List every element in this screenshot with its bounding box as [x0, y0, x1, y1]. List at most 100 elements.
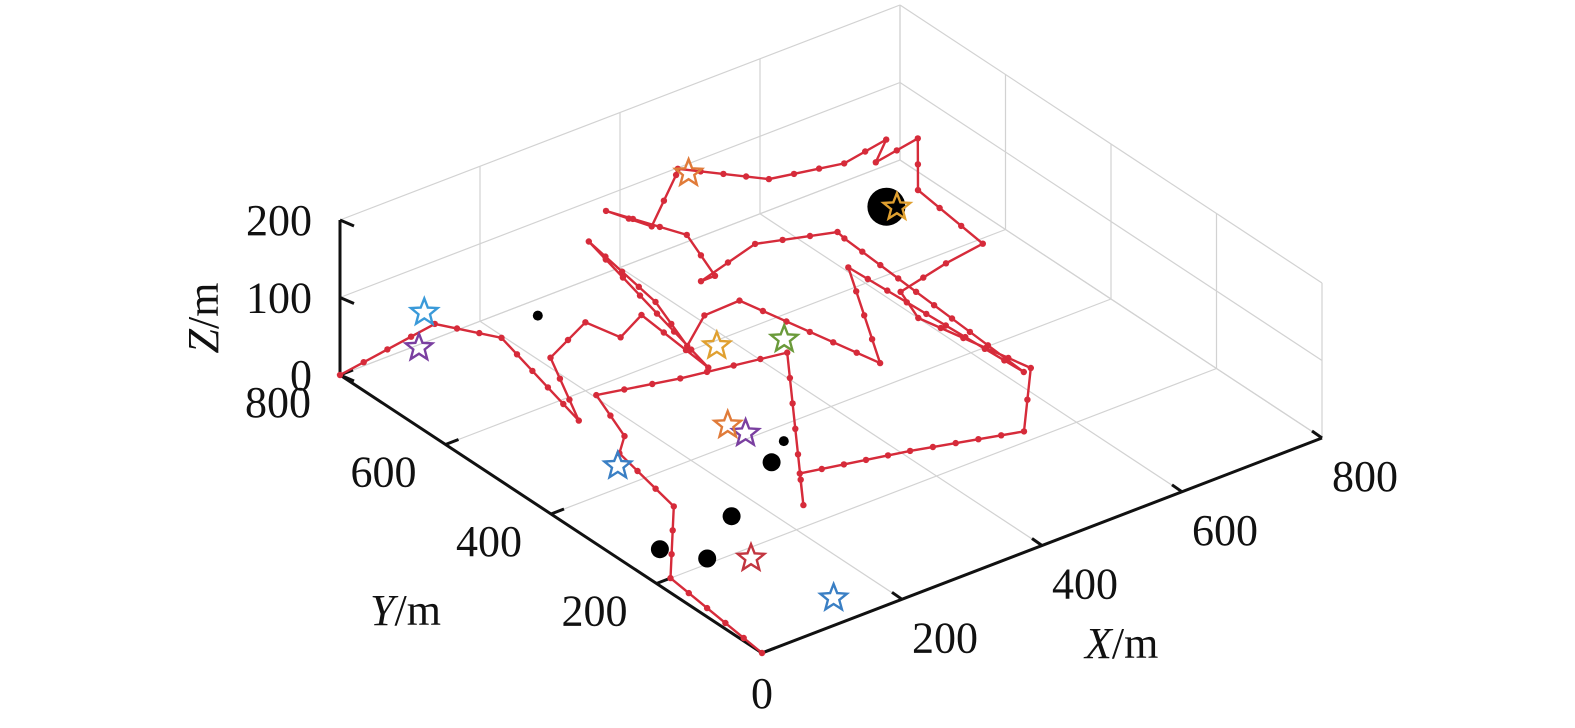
waypoint	[711, 272, 719, 279]
waypoint	[914, 135, 921, 142]
waypoint	[998, 432, 1005, 439]
y-tick-label: 800	[245, 378, 311, 427]
waypoint	[668, 320, 675, 328]
y-tick-label: 600	[351, 448, 417, 497]
waypoint	[697, 252, 705, 259]
waypoint	[649, 380, 656, 388]
waypoint	[759, 307, 767, 315]
waypoint	[476, 329, 483, 337]
y-axis-title: Y/m	[370, 586, 441, 635]
waypoint	[618, 268, 626, 275]
waypoint	[407, 333, 415, 340]
targets	[402, 155, 914, 612]
target-8	[672, 155, 706, 188]
z-tick-mark	[339, 296, 355, 305]
axes	[338, 218, 1323, 655]
waypoint	[800, 501, 807, 509]
y-tick-label: 200	[562, 587, 628, 636]
waypoint	[834, 228, 841, 236]
waypoint	[619, 274, 627, 281]
side-wall-grid-line	[899, 159, 1323, 439]
waypoint	[758, 649, 766, 657]
waypoint	[815, 165, 823, 172]
waypoint	[783, 318, 790, 325]
waypoint	[818, 465, 825, 473]
waypoint	[629, 215, 637, 223]
waypoint	[670, 328, 678, 335]
waypoint	[979, 240, 986, 247]
waypoint	[786, 374, 794, 382]
x-tick-mark	[1311, 429, 1323, 440]
waypoint	[981, 345, 988, 352]
y-tick-mark	[655, 577, 671, 585]
waypoint	[635, 283, 642, 290]
waypoint	[796, 470, 803, 477]
y-tick-label: 400	[456, 517, 522, 566]
waypoint	[683, 231, 690, 239]
obstacle-2	[650, 540, 669, 559]
waypoint	[915, 314, 922, 322]
x-tick-label: 200	[912, 613, 978, 662]
waypoint	[742, 173, 750, 180]
waypoint	[648, 223, 655, 230]
waypoint	[806, 328, 813, 336]
waypoint	[884, 287, 891, 294]
x-tick-label: 400	[1052, 560, 1118, 609]
waypoint	[556, 375, 564, 382]
waypoint	[705, 364, 712, 371]
waypoint	[794, 451, 802, 458]
obstacle-6	[532, 310, 543, 321]
z-tick-mark	[339, 218, 355, 228]
waypoint	[751, 240, 759, 248]
waypoint	[853, 349, 860, 356]
waypoint	[740, 634, 747, 642]
waypoint	[685, 589, 692, 597]
waypoint	[893, 147, 900, 154]
target-2	[734, 540, 768, 573]
waypoint	[660, 329, 667, 336]
waypoint	[1001, 357, 1008, 364]
waypoint	[513, 351, 521, 358]
waypoint	[841, 160, 848, 167]
waypoint	[853, 288, 860, 295]
waypoint	[653, 310, 661, 317]
waypoint	[560, 400, 567, 408]
waypoint	[912, 288, 920, 295]
waypoint	[779, 236, 786, 244]
waypoint	[975, 436, 982, 443]
waypoint	[914, 161, 922, 168]
waypoint	[937, 324, 944, 332]
waypoint	[668, 551, 675, 558]
waypoint	[868, 336, 876, 343]
waypoint	[830, 339, 837, 346]
waypoint	[575, 417, 582, 424]
waypoint	[730, 362, 737, 369]
waypoint	[962, 333, 969, 341]
waypoint	[789, 400, 796, 407]
waypoint	[564, 336, 572, 344]
target-5	[711, 407, 745, 440]
waypoint	[903, 299, 910, 306]
waypoint	[547, 354, 554, 361]
waypoint	[864, 275, 871, 283]
waypoint	[966, 328, 974, 336]
obstacle-4	[762, 453, 781, 472]
waypoint	[670, 503, 677, 510]
waypoint	[636, 292, 644, 299]
waypoint	[582, 319, 589, 326]
waypoint	[602, 256, 609, 263]
waypoint	[872, 159, 879, 166]
waypoint	[544, 384, 552, 391]
x-tick-label: 800	[1332, 452, 1398, 501]
waypoint	[697, 278, 705, 285]
path-line	[339, 136, 1033, 654]
waypoint	[958, 222, 965, 230]
waypoint	[862, 456, 870, 464]
waypoint	[621, 386, 628, 393]
waypoint	[724, 259, 732, 266]
waypoint	[585, 238, 592, 245]
waypoint	[806, 232, 814, 240]
waypoint	[1020, 368, 1027, 376]
waypoint	[453, 325, 461, 332]
